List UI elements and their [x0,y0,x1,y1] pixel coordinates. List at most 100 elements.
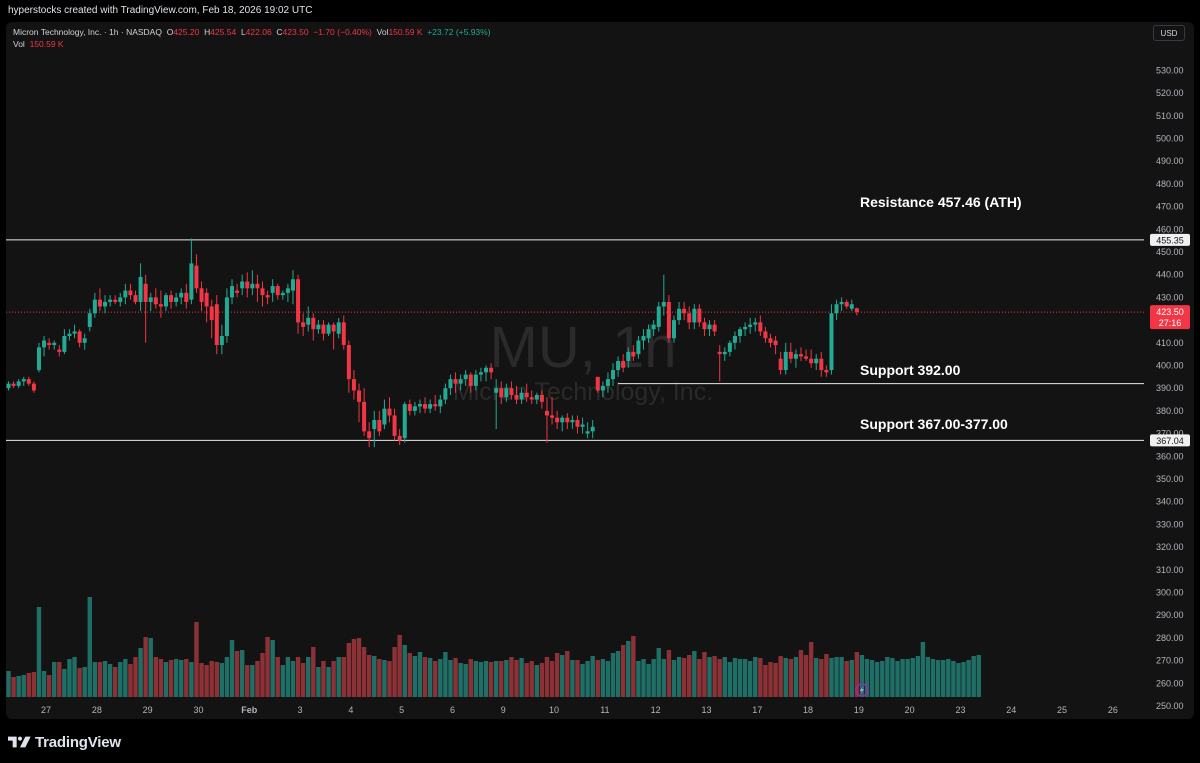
candle-body [21,379,26,382]
volume-bar [204,665,209,697]
candle-body [52,342,57,346]
tradingview-logo[interactable]: TradingView [8,732,121,752]
volume-bar [397,635,402,697]
volume-bar [661,659,667,697]
volume-bar [356,638,362,697]
volume-bar [742,659,748,697]
y-tick-label: 250.00 [1156,701,1184,711]
volume-bar [656,648,661,697]
volume-bar [62,669,67,697]
x-tick-label: 3 [298,705,303,715]
volume-bar [194,622,199,697]
candle-body [641,335,646,341]
legend-vol-change: +23.72 (+5.93%) [427,27,491,37]
candle-body [453,379,458,384]
candle-body [204,292,209,307]
candle-body [87,313,92,327]
volume-bar [270,640,275,697]
candle-body [153,297,158,305]
volume-bar [260,653,265,697]
volume-bar [173,659,179,697]
volume-bar [107,664,113,697]
volume-bar [67,659,72,697]
candle-body [301,322,306,327]
volume-bar [36,607,42,697]
candle-body [732,335,737,343]
volume-bar [407,653,413,697]
lightning-bolt-icon [859,686,864,694]
candle-body [793,354,798,359]
candle-body [443,388,448,400]
volume-bar [646,664,651,697]
candle-body [290,279,295,291]
volume-bar [798,650,804,697]
volume-bar [82,667,87,697]
volume-bar [189,662,194,697]
volume-bar [539,663,545,697]
x-tick-label: 11 [600,705,609,715]
volume-bar [493,661,499,697]
candle-body [306,317,311,325]
candle-body [31,383,36,391]
y-tick-label: 320.00 [1156,542,1184,552]
candle-body [26,379,31,384]
lightning-badge-icon[interactable] [855,683,869,697]
volume-bar [499,661,504,697]
volume-bar [41,671,47,697]
candle-body [448,379,453,389]
volume-bar [433,661,438,697]
volume-bar [138,648,143,697]
candle-body [788,351,793,359]
candle-body [265,295,270,298]
candle-body [468,374,473,386]
volume-bar [803,655,809,697]
y-tick-label: 460.00 [1156,224,1184,234]
volume-bar [951,661,956,697]
volume-bar [92,662,98,697]
volume-bar [829,658,834,697]
y-tick-label: 300.00 [1156,588,1184,598]
candle-body [504,388,509,398]
volume-bar [534,665,540,697]
x-tick-label: 12 [651,705,661,715]
candle-body [67,333,72,336]
volume-bar [463,664,468,697]
resistance-label: Resistance 457.46 (ATH) [860,194,1022,210]
y-tick-label: 510.00 [1156,111,1184,121]
volume-bar [946,659,951,697]
legend-symbol: Micron Technology, Inc. · 1h · NASDAQ [13,27,162,37]
x-tick-label: 25 [1057,705,1067,715]
candle-body [362,401,367,432]
x-tick-label: 4 [348,705,353,715]
candle-body [611,370,616,380]
currency-button[interactable]: USD [1153,25,1185,41]
candle-body [565,417,570,423]
candle-body [722,351,727,355]
volume-bar [620,645,626,697]
candle-body [484,367,489,373]
volume-bar [610,653,616,697]
candle-body [113,299,118,302]
volume-bar [590,656,595,697]
volume-bar [372,656,377,697]
volume-bar [641,659,646,697]
candle-body [758,322,763,332]
candle-body [158,304,163,307]
volume-bar [737,659,743,697]
candle-body [763,331,768,339]
candle-body [666,301,671,339]
candle-body [357,390,362,402]
candle-body [382,408,387,425]
volume-bar [341,657,346,697]
chart-frame[interactable]: MU, 1h Micron Technology, Inc. Resistance … [6,22,1194,719]
volume-bar [234,651,240,697]
candle-body [499,388,504,398]
candle-body [555,417,560,423]
volume-bar [905,659,910,697]
volume-bar [316,667,321,697]
volume-bar [529,661,534,697]
volume-bar [890,658,895,697]
volume-bar [468,659,473,697]
volume-bar [554,653,560,697]
